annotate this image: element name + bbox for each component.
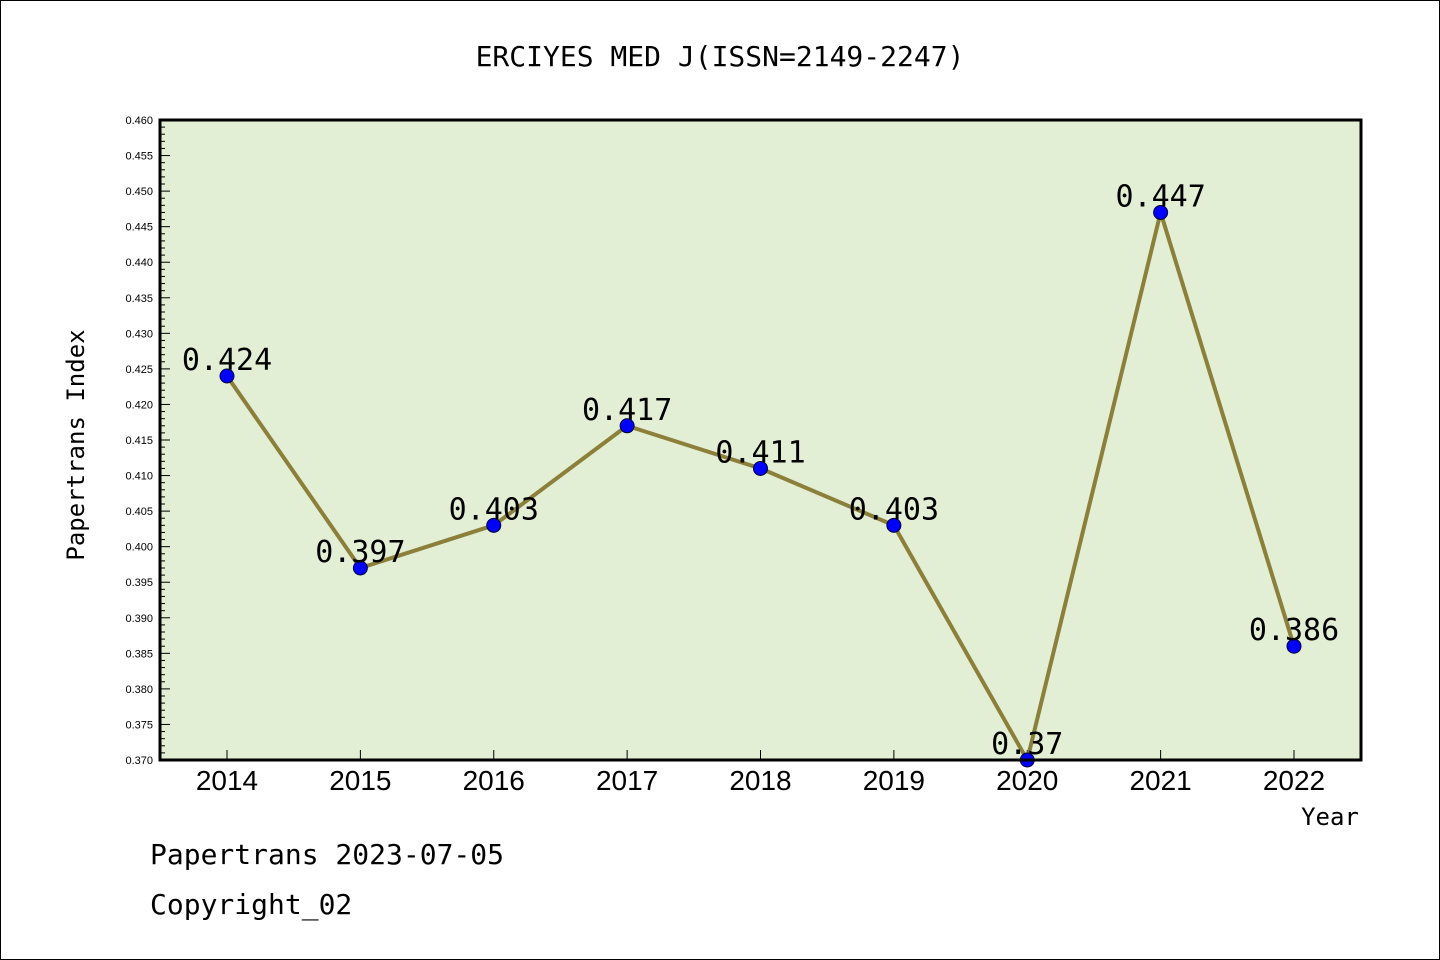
data-point xyxy=(1286,638,1302,654)
data-labels: 0.424 0.397 0.403 0.417 0.411 0.403 0.37 0.447 0… xyxy=(182,179,1339,762)
y-tick-label: 0.450 xyxy=(125,186,153,198)
x-axis-label: Year xyxy=(1301,803,1359,831)
data-label: 0.386 xyxy=(1249,613,1339,648)
data-label: 0.403 xyxy=(849,492,939,527)
y-tick-label: 0.370 xyxy=(125,755,153,767)
x-tick-label: 2021 xyxy=(1129,765,1191,796)
y-tick-label: 0.405 xyxy=(125,506,153,518)
y-tick-label: 0.375 xyxy=(125,719,153,731)
y-tick-label: 0.400 xyxy=(125,542,153,554)
footer-copyright: Copyright_02 xyxy=(150,888,352,922)
footer-date: Papertrans 2023-07-05 xyxy=(150,838,504,871)
data-label: 0.411 xyxy=(715,435,805,470)
y-tick-label: 0.445 xyxy=(125,222,153,234)
data-label: 0.417 xyxy=(582,393,672,428)
data-point xyxy=(486,517,502,533)
y-tick-label: 0.440 xyxy=(125,257,153,269)
x-axis-ticks: 2014 2015 2016 2017 2018 2019 2020 2021 2022 xyxy=(196,750,1325,796)
data-markers xyxy=(219,204,1302,768)
data-point xyxy=(886,517,902,533)
data-label: 0.403 xyxy=(449,492,539,527)
x-tick-label: 2020 xyxy=(996,765,1058,796)
y-axis-ticks: 0.370 0.375 0.380 0.385 0.390 0.395 0.400 0.405… xyxy=(125,115,170,767)
x-tick-label: 2017 xyxy=(596,765,658,796)
x-tick-label: 2015 xyxy=(329,765,391,796)
y-tick-label: 0.455 xyxy=(125,151,153,163)
x-tick-label: 2016 xyxy=(463,765,525,796)
data-point xyxy=(352,560,368,576)
x-tick-label: 2014 xyxy=(196,765,258,796)
y-tick-label: 0.395 xyxy=(125,577,153,589)
y-tick-label: 0.430 xyxy=(125,328,153,340)
y-tick-label: 0.385 xyxy=(125,648,153,660)
data-point xyxy=(219,368,235,384)
x-tick-label: 2022 xyxy=(1263,765,1325,796)
y-tick-label: 0.390 xyxy=(125,613,153,625)
x-tick-label: 2018 xyxy=(729,765,791,796)
data-point xyxy=(753,460,768,476)
data-point xyxy=(619,418,635,434)
y-tick-label: 0.425 xyxy=(125,364,153,376)
data-point xyxy=(1153,204,1169,220)
data-label: 0.447 xyxy=(1115,179,1205,214)
data-label: 0.37 xyxy=(991,727,1063,762)
chart-title: ERCIYES MED J(ISSN=2149-2247) xyxy=(476,40,965,73)
y-tick-label: 0.380 xyxy=(125,684,153,696)
data-label: 0.424 xyxy=(182,343,272,378)
x-tick-label: 2019 xyxy=(863,765,925,796)
plot-area xyxy=(160,120,1361,760)
y-tick-label: 0.410 xyxy=(125,471,153,483)
y-tick-label: 0.415 xyxy=(125,435,153,447)
y-tick-label: 0.420 xyxy=(125,399,153,411)
y-axis-label: Papertrans Index xyxy=(62,329,90,560)
plot-border xyxy=(158,118,1363,762)
y-tick-label: 0.435 xyxy=(125,293,153,305)
y-tick-label: 0.460 xyxy=(125,115,153,127)
data-label: 0.397 xyxy=(315,535,405,570)
